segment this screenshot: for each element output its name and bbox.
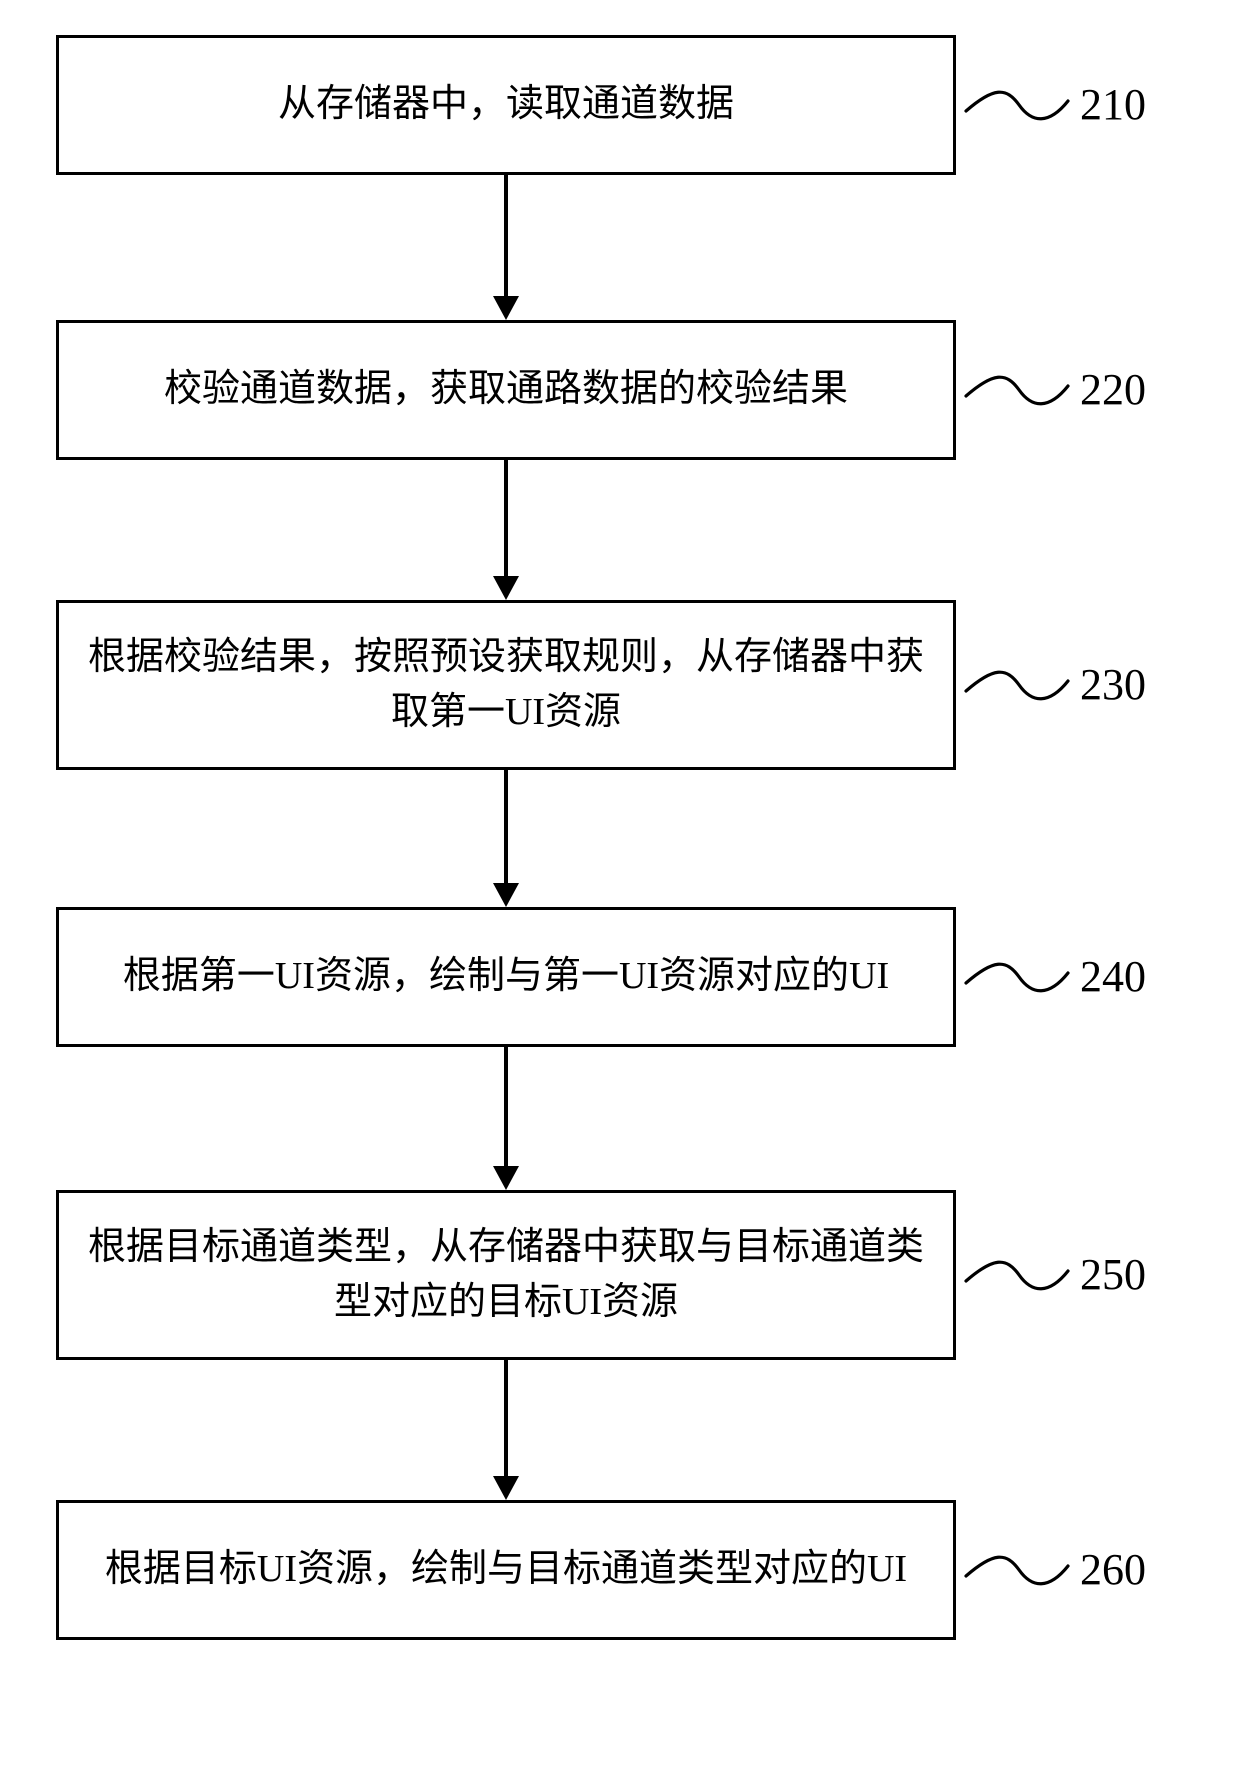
flowchart-step-text: 根据校验结果，按照预设获取规则，从存储器中获 取第一UI资源 xyxy=(88,630,924,740)
flowchart-arrowhead-240-250 xyxy=(493,1166,519,1190)
flowchart-arrowhead-250-260 xyxy=(493,1476,519,1500)
connector-tilde-250 xyxy=(964,1251,1070,1299)
flowchart-arrow-250-260 xyxy=(504,1360,508,1476)
flowchart-step-label-230: 230 xyxy=(1080,659,1146,710)
flowchart-step-220: 校验通道数据，获取通路数据的校验结果 xyxy=(56,320,956,460)
flowchart-step-label-250: 250 xyxy=(1080,1249,1146,1300)
flowchart-arrowhead-210-220 xyxy=(493,296,519,320)
flowchart-step-250: 根据目标通道类型，从存储器中获取与目标通道类 型对应的目标UI资源 xyxy=(56,1190,956,1360)
connector-tilde-260 xyxy=(964,1546,1070,1594)
flowchart-step-240: 根据第一UI资源，绘制与第一UI资源对应的UI xyxy=(56,907,956,1047)
connector-tilde-230 xyxy=(964,661,1070,709)
flowchart-step-text: 校验通道数据，获取通路数据的校验结果 xyxy=(164,362,848,417)
flowchart-arrow-230-240 xyxy=(504,770,508,883)
flowchart-step-label-220: 220 xyxy=(1080,364,1146,415)
flowchart-step-label-240: 240 xyxy=(1080,951,1146,1002)
flowchart-arrow-210-220 xyxy=(504,175,508,296)
flowchart-step-text: 根据目标通道类型，从存储器中获取与目标通道类 型对应的目标UI资源 xyxy=(88,1220,924,1330)
connector-tilde-220 xyxy=(964,366,1070,414)
connector-tilde-240 xyxy=(964,953,1070,1001)
flowchart-step-label-210: 210 xyxy=(1080,79,1146,130)
flowchart-step-text: 从存储器中，读取通道数据 xyxy=(278,77,734,132)
flowchart-arrowhead-220-230 xyxy=(493,576,519,600)
flowchart-canvas: 从存储器中，读取通道数据 210 校验通道数据，获取通路数据的校验结果 220 根据校验… xyxy=(0,0,1240,1770)
flowchart-step-210: 从存储器中，读取通道数据 xyxy=(56,35,956,175)
flowchart-step-text: 根据目标UI资源，绘制与目标通道类型对应的UI xyxy=(105,1542,907,1597)
flowchart-arrow-220-230 xyxy=(504,460,508,576)
flowchart-arrow-240-250 xyxy=(504,1047,508,1166)
flowchart-step-230: 根据校验结果，按照预设获取规则，从存储器中获 取第一UI资源 xyxy=(56,600,956,770)
flowchart-step-label-260: 260 xyxy=(1080,1544,1146,1595)
flowchart-step-text: 根据第一UI资源，绘制与第一UI资源对应的UI xyxy=(123,949,889,1004)
flowchart-arrowhead-230-240 xyxy=(493,883,519,907)
flowchart-step-260: 根据目标UI资源，绘制与目标通道类型对应的UI xyxy=(56,1500,956,1640)
connector-tilde-210 xyxy=(964,81,1070,129)
